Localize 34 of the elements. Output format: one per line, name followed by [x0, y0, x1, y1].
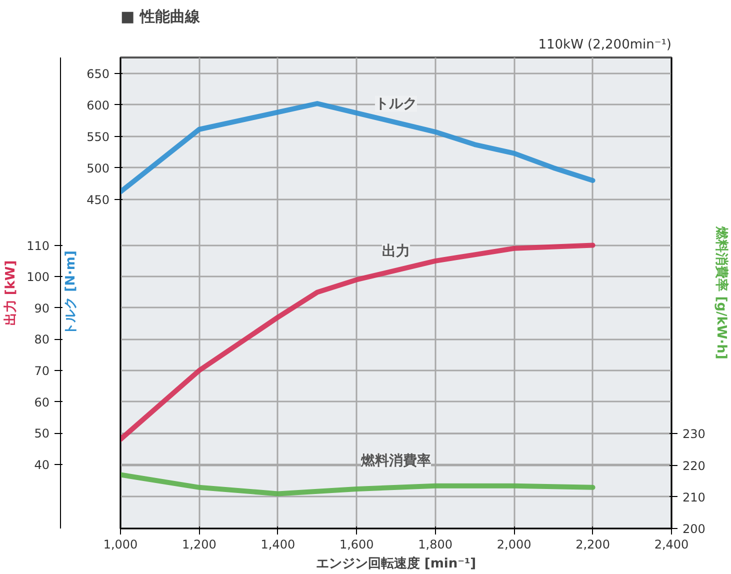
y3-tick-label: 220: [682, 458, 706, 473]
y-tick-label: 550: [86, 130, 110, 144]
y2-tick-label: 100: [26, 270, 50, 284]
y2-tick-label: 40: [34, 458, 50, 472]
y2-tick-label: 90: [34, 301, 50, 316]
y2-tick-label: 50: [34, 426, 50, 441]
x-tick-label: 1,200: [182, 538, 216, 552]
y3-tick-label: 230: [682, 427, 706, 442]
series-label: トルク: [375, 96, 417, 112]
y2-tick-label: 110: [26, 238, 50, 253]
x-axis-title: エンジン回転速度 [min⁻¹]: [316, 556, 476, 572]
x-tick-label: 2,200: [576, 538, 610, 552]
y-tick-label: 500: [86, 161, 110, 176]
y3-tick-label: 200: [682, 522, 706, 536]
y2-tick-label: 60: [34, 395, 50, 410]
y-tick-label: 650: [86, 66, 110, 81]
x-tick-label: 2,000: [496, 538, 532, 552]
x-tick-label: 1,400: [260, 538, 296, 552]
y3-tick-label: 210: [682, 490, 706, 504]
y-axis-title: トルク [N·m]: [64, 250, 79, 336]
y3-axis-title: 燃料消費率 [g/kW·h]: [713, 226, 730, 360]
chart-subtitle: 110kW (2,200min⁻¹): [538, 38, 672, 52]
x-tick-label: 1,800: [418, 538, 453, 552]
y-tick-label: 600: [86, 98, 110, 112]
x-tick-label: 1,600: [339, 538, 374, 552]
series-label: 燃料消費率: [360, 452, 431, 469]
chart-title: ■ 性能曲線: [120, 8, 201, 26]
y-tick-label: 450: [86, 192, 110, 207]
x-tick-label: 1,000: [103, 538, 138, 552]
series-label: 出力: [382, 244, 410, 260]
y2-axis-title: 出力 [kW]: [4, 260, 19, 326]
x-tick-label: 2,400: [654, 538, 689, 552]
y2-tick-label: 70: [34, 364, 50, 378]
y2-tick-label: 80: [34, 332, 50, 347]
